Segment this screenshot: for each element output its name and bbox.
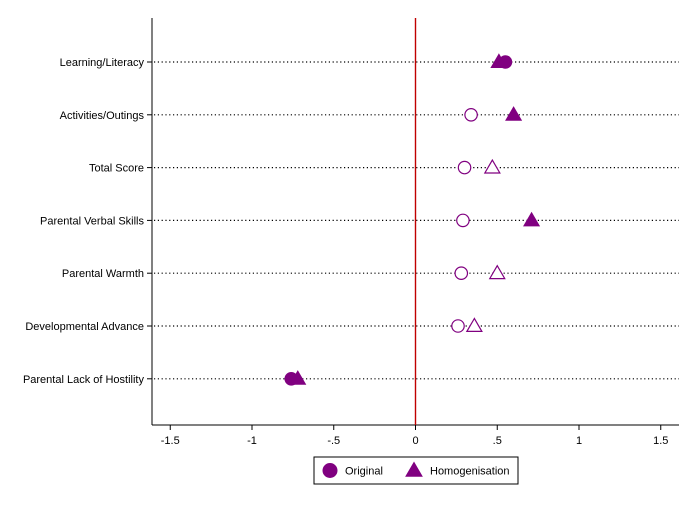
category-label: Developmental Advance [25,321,144,333]
x-tick-label: -.5 [327,435,340,447]
legend: Original Homogenisation [313,456,519,485]
category-label: Parental Warmth [62,268,144,280]
original-point [464,108,478,122]
legend-circle-icon [322,463,338,478]
original-point [284,371,299,386]
homogenisation-point [488,264,506,280]
x-tick-label: -1 [247,435,257,447]
category-label: Learning/Literacy [60,57,145,69]
x-axis: -1.5 -1 -.5 0 .5 1 1.5 [161,425,668,447]
homogenisation-point [483,158,501,174]
category-label: Total Score [89,163,144,175]
category-label: Activities/Outings [60,110,145,122]
homogenisation-point [523,211,541,227]
original-point [498,55,513,69]
x-tick-label: 0 [412,435,418,447]
original-point [451,319,465,333]
original-point [457,160,472,175]
legend-label-homogenisation: Homogenisation [430,466,510,478]
data-markers [284,53,541,386]
x-tick-label: 1.5 [653,435,668,447]
x-tick-label: .5 [493,435,502,447]
x-tick-label: -1.5 [161,435,180,447]
category-labels: Learning/Literacy Activities/Outings Total… [23,57,145,386]
original-point [456,213,470,228]
homogenisation-point [505,106,523,121]
x-tick-label: 1 [576,435,582,447]
category-label: Parental Lack of Hostility [23,374,145,386]
category-gridlines [147,61,679,380]
category-label: Parental Verbal Skills [40,215,144,227]
legend-triangle-icon [405,461,423,477]
legend-label-original: Original [345,466,383,478]
homogenisation-point [465,317,483,332]
original-point [454,266,469,280]
